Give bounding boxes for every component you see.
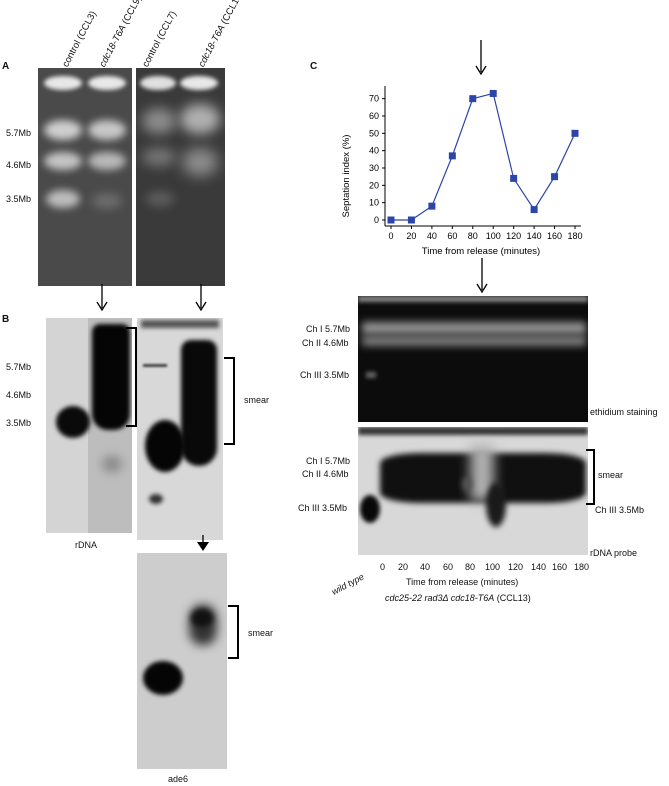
ch3-right-label: Ch III 3.5Mb <box>595 505 645 515</box>
size-marker-3.5: 3.5Mb <box>6 194 32 204</box>
lane-time: 60 <box>443 562 454 572</box>
data-point <box>510 174 518 182</box>
series-line <box>391 92 576 221</box>
y-tick-label: 30 <box>369 163 379 173</box>
data-point <box>551 173 559 181</box>
data-point <box>489 89 497 97</box>
bracket-icon <box>228 605 239 659</box>
lane-time: 80 <box>465 562 476 572</box>
gel-a-left <box>38 68 132 286</box>
size-marker-4.6: 4.6Mb <box>6 390 32 400</box>
gel-label-ch2: Ch II 4.6Mb <box>302 338 349 348</box>
lane-time: 120 <box>508 562 524 572</box>
down-arrow-icon <box>476 258 488 294</box>
lane-label-4: cdc18-T6A (CCL13) <box>196 0 246 70</box>
chart-series <box>387 89 579 224</box>
smear-label-ade6: smear <box>248 628 274 638</box>
down-arrow-icon <box>475 40 487 76</box>
gel-label-ch1: Ch I 5.7Mb <box>306 324 351 334</box>
y-tick-label: 40 <box>369 146 379 156</box>
y-tick-label: 10 <box>369 198 379 208</box>
chart-axes <box>384 86 581 227</box>
data-point <box>448 152 456 160</box>
bracket-icon <box>126 327 137 427</box>
y-tick-label: 60 <box>369 111 379 121</box>
data-point <box>530 206 538 214</box>
gel-c-ethidium <box>358 296 588 422</box>
blot-b-left <box>46 318 132 533</box>
rdna-probe-label: rDNA probe <box>590 548 638 558</box>
panel-b-label: B <box>2 314 10 325</box>
x-tick-label: 20 <box>406 231 416 241</box>
y-tick-label: 20 <box>369 180 379 190</box>
x-tick-label: 100 <box>486 231 501 241</box>
x-tick-label: 60 <box>447 231 457 241</box>
lane-time: 100 <box>485 562 501 572</box>
data-point <box>469 95 477 103</box>
size-marker-5.7: 5.7Mb <box>6 128 32 138</box>
blot-label-ch2: Ch II 4.6Mb <box>302 469 349 479</box>
smear-label: smear <box>244 395 270 405</box>
lane-time: 40 <box>420 562 431 572</box>
x-tick-label: 120 <box>506 231 521 241</box>
data-point <box>387 216 395 224</box>
down-arrow-icon <box>96 284 108 312</box>
probe-label-rdna: rDNA <box>75 540 97 550</box>
size-marker-4.6: 4.6Mb <box>6 160 32 170</box>
size-marker-5.7: 5.7Mb <box>6 362 32 372</box>
lane-label-1: control (CCL3) <box>60 9 100 69</box>
lane-time: 160 <box>552 562 568 572</box>
down-arrow-icon <box>197 535 209 551</box>
x-tick-label: 180 <box>567 231 582 241</box>
data-point <box>407 216 415 224</box>
lane-time: 0 <box>380 562 386 572</box>
blot-label-ch1: Ch I 5.7Mb <box>306 456 351 466</box>
y-tick-label: 50 <box>369 128 379 138</box>
lane-time: 180 <box>574 562 590 572</box>
blot-b-right <box>137 318 223 540</box>
blot-c-rdna <box>358 427 588 555</box>
blot-label-ch3: Ch III 3.5Mb <box>298 503 348 513</box>
time-axis-label: Time from release (minutes) <box>406 577 519 587</box>
y-tick-label: 70 <box>369 94 379 104</box>
x-tick-label: 40 <box>427 231 437 241</box>
y-tick-label: 0 <box>374 215 379 225</box>
x-tick-label: 160 <box>547 231 562 241</box>
ethidium-staining-label: ethidium staining <box>590 407 658 417</box>
gel-a-right <box>136 68 225 286</box>
size-marker-3.5: 3.5Mb <box>6 418 32 428</box>
blot-b-ade6 <box>137 553 227 769</box>
panel-a-label: A <box>2 61 10 72</box>
panel-c-label: C <box>310 61 318 72</box>
bracket-icon <box>224 357 235 445</box>
lane-time: 20 <box>398 562 409 572</box>
lane-label-3: control (CCL7) <box>140 9 180 69</box>
smear-label-c: smear <box>598 470 624 480</box>
x-tick-label: 0 <box>388 231 393 241</box>
chart-ylabel: Septation index (%) <box>341 135 352 218</box>
data-point <box>571 129 579 137</box>
bracket-icon <box>586 449 595 505</box>
wild-type-label: wild type <box>330 571 366 597</box>
lane-time: 140 <box>531 562 547 572</box>
gel-label-ch3: Ch III 3.5Mb <box>300 370 350 380</box>
probe-label-ade6: ade6 <box>168 774 189 784</box>
lane-time-row: 0 20 40 60 80 100 120 140 160 180 <box>358 562 590 574</box>
chart-xlabel: Time from release (minutes) <box>422 246 540 257</box>
down-arrow-icon <box>195 284 207 312</box>
chart-ticks: 0 10 20 30 40 50 60 70 0 20 40 60 80 100 120 140 160 180 <box>369 94 583 241</box>
x-tick-label: 80 <box>468 231 478 241</box>
strain-label: cdc25-22 rad3Δ cdc18-T6A (CCL13) <box>385 593 531 603</box>
lane-label-2: cdc18-T6A (CCL9) <box>97 0 145 70</box>
data-point <box>428 202 436 210</box>
x-tick-label: 140 <box>527 231 542 241</box>
